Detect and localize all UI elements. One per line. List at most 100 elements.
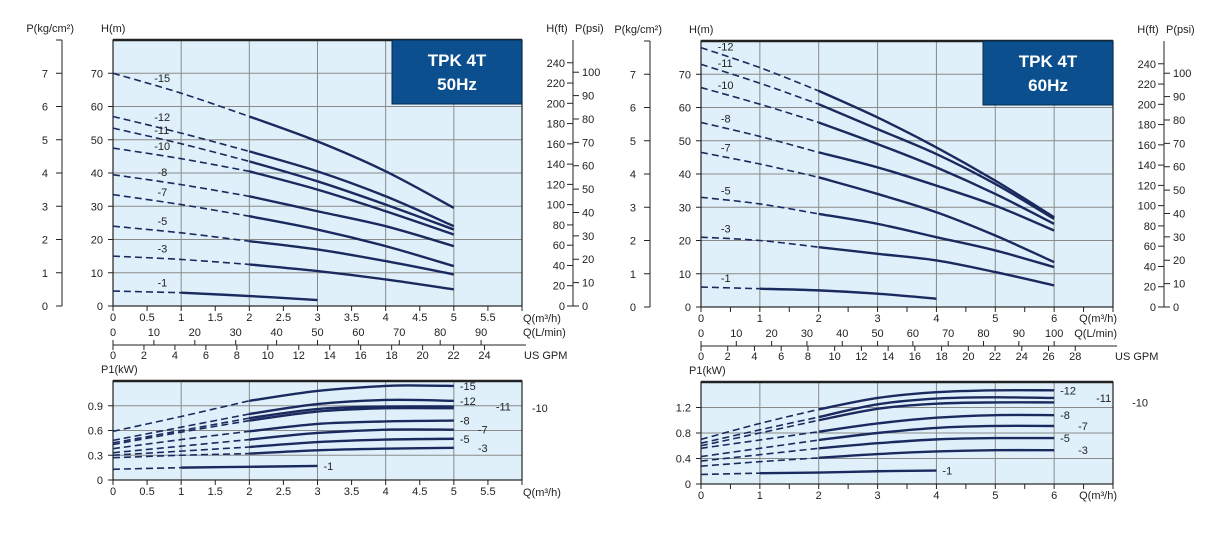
curve-stage-8 [818, 151, 1055, 232]
x-tick-label: 5 [992, 490, 998, 502]
curve-stage-12-dashed [700, 408, 819, 441]
y-tick-label: 0.9 [88, 401, 103, 413]
x-tick-label: 3 [314, 486, 320, 498]
curve-label: -11 [718, 58, 733, 70]
gpm-tick-label: 18 [386, 350, 398, 362]
curve-stage-11 [818, 103, 1055, 220]
gpm-tick-label: 18 [935, 351, 947, 363]
curve-label: -12 [1060, 385, 1076, 397]
feet-tick-label: 60 [1144, 241, 1156, 253]
y-tick-label: 70 [679, 69, 691, 81]
model-title-text: 50Hz [437, 75, 477, 94]
model-title-text: TPK 4T [1019, 52, 1078, 71]
pressure-tick-label: 1 [42, 268, 48, 280]
lmin-tick-label: 60 [352, 327, 364, 339]
curve-stage-11 [818, 396, 1055, 419]
lmin-tick-label: 20 [766, 328, 778, 340]
x-tick-label: 2 [246, 312, 252, 324]
y-tick-label: 0.6 [88, 426, 103, 438]
psi-tick-label: 100 [582, 67, 600, 79]
curve-stage-10 [249, 170, 455, 236]
curve-label: -15 [154, 73, 170, 85]
feet-tick-label: 240 [547, 58, 565, 70]
feet-tick-label: 100 [1138, 201, 1156, 213]
curve-stage-3-dashed [112, 255, 250, 266]
lmin-axis-label: Q(L/min) [523, 327, 566, 339]
psi-tick-label: 20 [1173, 255, 1185, 267]
psi-tick-label: 20 [582, 254, 594, 266]
pressure-tick-label: 1 [630, 269, 636, 281]
curve-stage-10-dashed [700, 419, 819, 447]
psi-tick-label: 30 [1173, 232, 1185, 244]
pressure-tick-label: 6 [630, 103, 636, 115]
pressure-tick-label: 3 [630, 202, 636, 214]
curve-stage-7-dashed [112, 193, 250, 218]
curve-stage-8 [249, 419, 454, 433]
gpm-tick-label: 14 [324, 350, 336, 362]
feet-tick-label: 240 [1138, 59, 1156, 71]
curve-stage-8 [818, 413, 1055, 433]
lmin-tick-label: 50 [311, 327, 323, 339]
feet-tick-label: 80 [1144, 221, 1156, 233]
psi-tick-label: 60 [1173, 162, 1185, 174]
feet-tick-label: 40 [553, 260, 565, 272]
x-tick-label: 6 [1051, 313, 1057, 325]
curve-stage-12-dashed [700, 46, 820, 92]
curve-label: -10 [718, 80, 734, 92]
curve-stage-1 [181, 464, 318, 469]
curve-label: -5 [460, 434, 470, 446]
psi-tick-label: 70 [582, 137, 594, 149]
y-tick-label: 0.3 [88, 450, 103, 462]
gpm-tick-label: 6 [778, 351, 784, 363]
x-axis-label: Q(m³/h) [523, 487, 561, 499]
curve-label: -5 [721, 185, 731, 197]
y-tick-label: 70 [91, 68, 103, 80]
gpm-tick-label: 16 [355, 350, 367, 362]
lmin-axis-label: Q(L/min) [1074, 328, 1117, 340]
lmin-tick-label: 90 [475, 327, 487, 339]
x-tick-label: 1 [757, 490, 763, 502]
y-tick-label: 0 [97, 301, 103, 313]
feet-tick-label: 160 [547, 139, 565, 151]
curve-label: -7 [721, 143, 731, 155]
psi-tick-label: 30 [582, 231, 594, 243]
x-tick-label: 5 [992, 313, 998, 325]
lmin-tick-label: 100 [1045, 328, 1063, 340]
gpm-tick-label: 12 [293, 350, 305, 362]
lmin-tick-label: 90 [1013, 328, 1025, 340]
feet-tick-label: 120 [547, 179, 565, 191]
curve-stage-1 [759, 287, 937, 300]
curve-stage-3 [249, 446, 454, 455]
y-tick-label: 0 [685, 302, 691, 314]
psi-tick-label: 60 [582, 161, 594, 173]
curve-label: -10 [532, 403, 548, 415]
curve-stage-5 [818, 436, 1055, 450]
psi-tick-label: 10 [1173, 279, 1185, 291]
model-title-text: TPK 4T [428, 51, 487, 70]
curve-label: -10 [154, 141, 170, 153]
x-tick-label: 1 [178, 312, 184, 324]
y-tick-label: 60 [679, 103, 691, 115]
pressure-tick-label: 7 [42, 68, 48, 80]
curve-stage-3-dashed [700, 236, 819, 248]
psi-tick-label: 10 [582, 278, 594, 290]
curve-label: -5 [158, 216, 168, 228]
curve-stage-7 [818, 176, 1055, 264]
gpm-tick-label: 22 [989, 351, 1001, 363]
gpm-tick-label: 12 [855, 351, 867, 363]
x-tick-label: 6 [1051, 490, 1057, 502]
curve-stage-5-dashed [112, 225, 250, 242]
gpm-tick-label: 0 [698, 351, 704, 363]
curve-stage-3-dashed [112, 452, 250, 459]
curve-stage-5 [818, 212, 1055, 269]
curve-stage-15-dashed [112, 72, 250, 118]
curve-stage-1-dashed [112, 466, 182, 471]
psi-tick-label: 100 [1173, 68, 1191, 80]
curve-label: -8 [460, 416, 470, 428]
lmin-tick-label: 80 [977, 328, 989, 340]
y-axis-label: P1(kW) [689, 365, 726, 377]
curve-stage-10-dashed [112, 147, 250, 173]
curve-stage-8-dashed [700, 430, 819, 450]
gpm-tick-label: 4 [751, 351, 757, 363]
curve-stage-8-dashed [112, 430, 250, 450]
